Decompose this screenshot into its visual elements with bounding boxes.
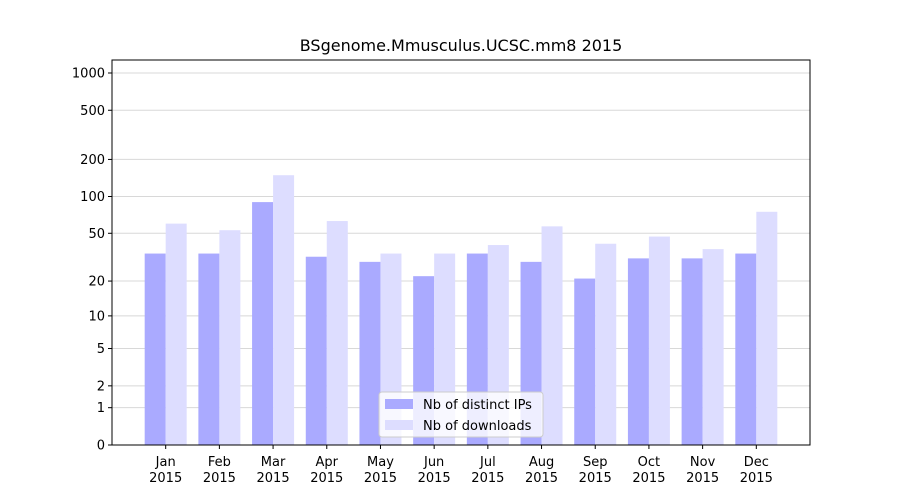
y-tick-label: 10 xyxy=(88,309,105,324)
x-tick-label: Feb 2015 xyxy=(203,455,236,486)
bar xyxy=(165,223,187,445)
bar xyxy=(144,253,166,445)
bar xyxy=(681,258,703,445)
x-tick-label: Aug 2015 xyxy=(525,455,558,486)
bar xyxy=(273,175,295,445)
legend-box xyxy=(378,391,544,438)
bar xyxy=(702,249,724,445)
y-tick-label: 100 xyxy=(80,190,105,205)
x-tick-label: Jul 2015 xyxy=(471,455,504,486)
bar xyxy=(648,236,670,445)
y-tick-label: 50 xyxy=(88,227,105,242)
x-tick-label: Nov 2015 xyxy=(686,455,719,486)
x-tick-label: Jan 2015 xyxy=(149,455,182,486)
bar xyxy=(541,226,563,445)
bar xyxy=(756,211,778,445)
y-tick-label: 1 xyxy=(97,401,105,416)
x-tick-label: Oct 2015 xyxy=(632,455,665,486)
y-tick-label: 20 xyxy=(88,275,105,290)
bar xyxy=(326,221,348,445)
bar xyxy=(252,202,274,445)
legend-swatch xyxy=(385,420,413,430)
x-tick-label: Jun 2015 xyxy=(418,455,451,486)
y-tick-label: 200 xyxy=(80,153,105,168)
chart-title: BSgenome.Mmusculus.UCSC.mm8 2015 xyxy=(300,36,623,55)
x-tick-label: Dec 2015 xyxy=(740,455,773,486)
y-tick-label: 1000 xyxy=(72,66,105,81)
bar xyxy=(219,230,241,445)
bar xyxy=(198,253,220,445)
y-tick-label: 0 xyxy=(97,439,105,454)
bar xyxy=(359,261,381,445)
x-tick-label: Mar 2015 xyxy=(257,455,290,486)
y-tick-label: 500 xyxy=(80,104,105,119)
bar xyxy=(574,278,596,445)
bar xyxy=(305,256,327,445)
x-tick-label: May 2015 xyxy=(364,455,397,486)
plot-frame xyxy=(111,59,811,446)
legend-swatch xyxy=(385,399,413,409)
y-tick-label: 5 xyxy=(97,342,105,357)
x-tick-label: Apr 2015 xyxy=(310,455,343,486)
y-tick-label: 2 xyxy=(97,379,105,394)
bar xyxy=(627,258,649,445)
bar xyxy=(595,243,617,445)
legend-label: Nb of downloads xyxy=(423,419,532,434)
x-tick-label: Sep 2015 xyxy=(579,455,612,486)
legend-label: Nb of distinct IPs xyxy=(423,398,532,413)
bar xyxy=(735,253,757,445)
legend: Nb of distinct IPs Nb of downloads xyxy=(378,391,544,438)
